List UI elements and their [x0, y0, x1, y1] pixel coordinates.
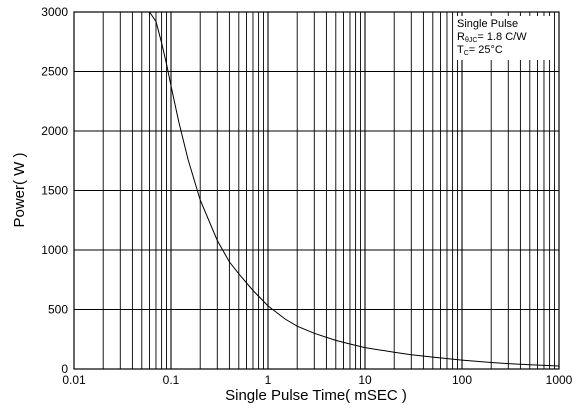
- y-tick-label: 500: [48, 303, 68, 317]
- annotation-line3: TC= 25°C: [457, 44, 503, 57]
- annotation-line2: RθJC= 1.8 C/W: [457, 31, 527, 44]
- series-line: [149, 11, 560, 367]
- annotation-line1: Single Pulse: [457, 18, 518, 30]
- annotation-line2-rest: = 1.8 C/W: [477, 31, 527, 43]
- x-tick-label: 10: [358, 373, 372, 387]
- annotation-box: Single Pulse RθJC= 1.8 C/W TC= 25°C: [454, 16, 554, 60]
- y-tick-label: 2000: [41, 124, 68, 138]
- annotation-line2-main: R: [457, 31, 465, 43]
- y-tick-label: 3000: [41, 5, 68, 19]
- x-tick-label: 1: [265, 373, 272, 387]
- annotation-line2-sub: θJC: [465, 37, 477, 44]
- tick-labels: 0.01 0.1 1 10 100 1000 0 500 1000 1500 2000 2500 300…: [41, 5, 572, 387]
- plot-frame: [73, 11, 560, 370]
- x-tick-label: 0.01: [62, 373, 86, 387]
- grid: [74, 12, 559, 369]
- x-tick-label: 100: [452, 373, 472, 387]
- series: [149, 11, 560, 367]
- y-axis-title: Power( W ): [11, 152, 28, 227]
- annotation-line3-sub: C: [464, 50, 469, 57]
- annotation-background: [454, 16, 554, 60]
- x-tick-label: 1000: [546, 373, 573, 387]
- x-axis-title: Single Pulse Time( mSEC ): [225, 387, 407, 404]
- x-tick-label: 0.1: [163, 373, 180, 387]
- annotation-line3-main: T: [457, 44, 464, 56]
- y-tick-label: 1000: [41, 243, 68, 257]
- y-tick-label: 2500: [41, 65, 68, 79]
- y-tick-label: 1500: [41, 184, 68, 198]
- y-tick-label: 0: [61, 362, 68, 376]
- annotation-line3-rest: = 25°C: [469, 44, 503, 56]
